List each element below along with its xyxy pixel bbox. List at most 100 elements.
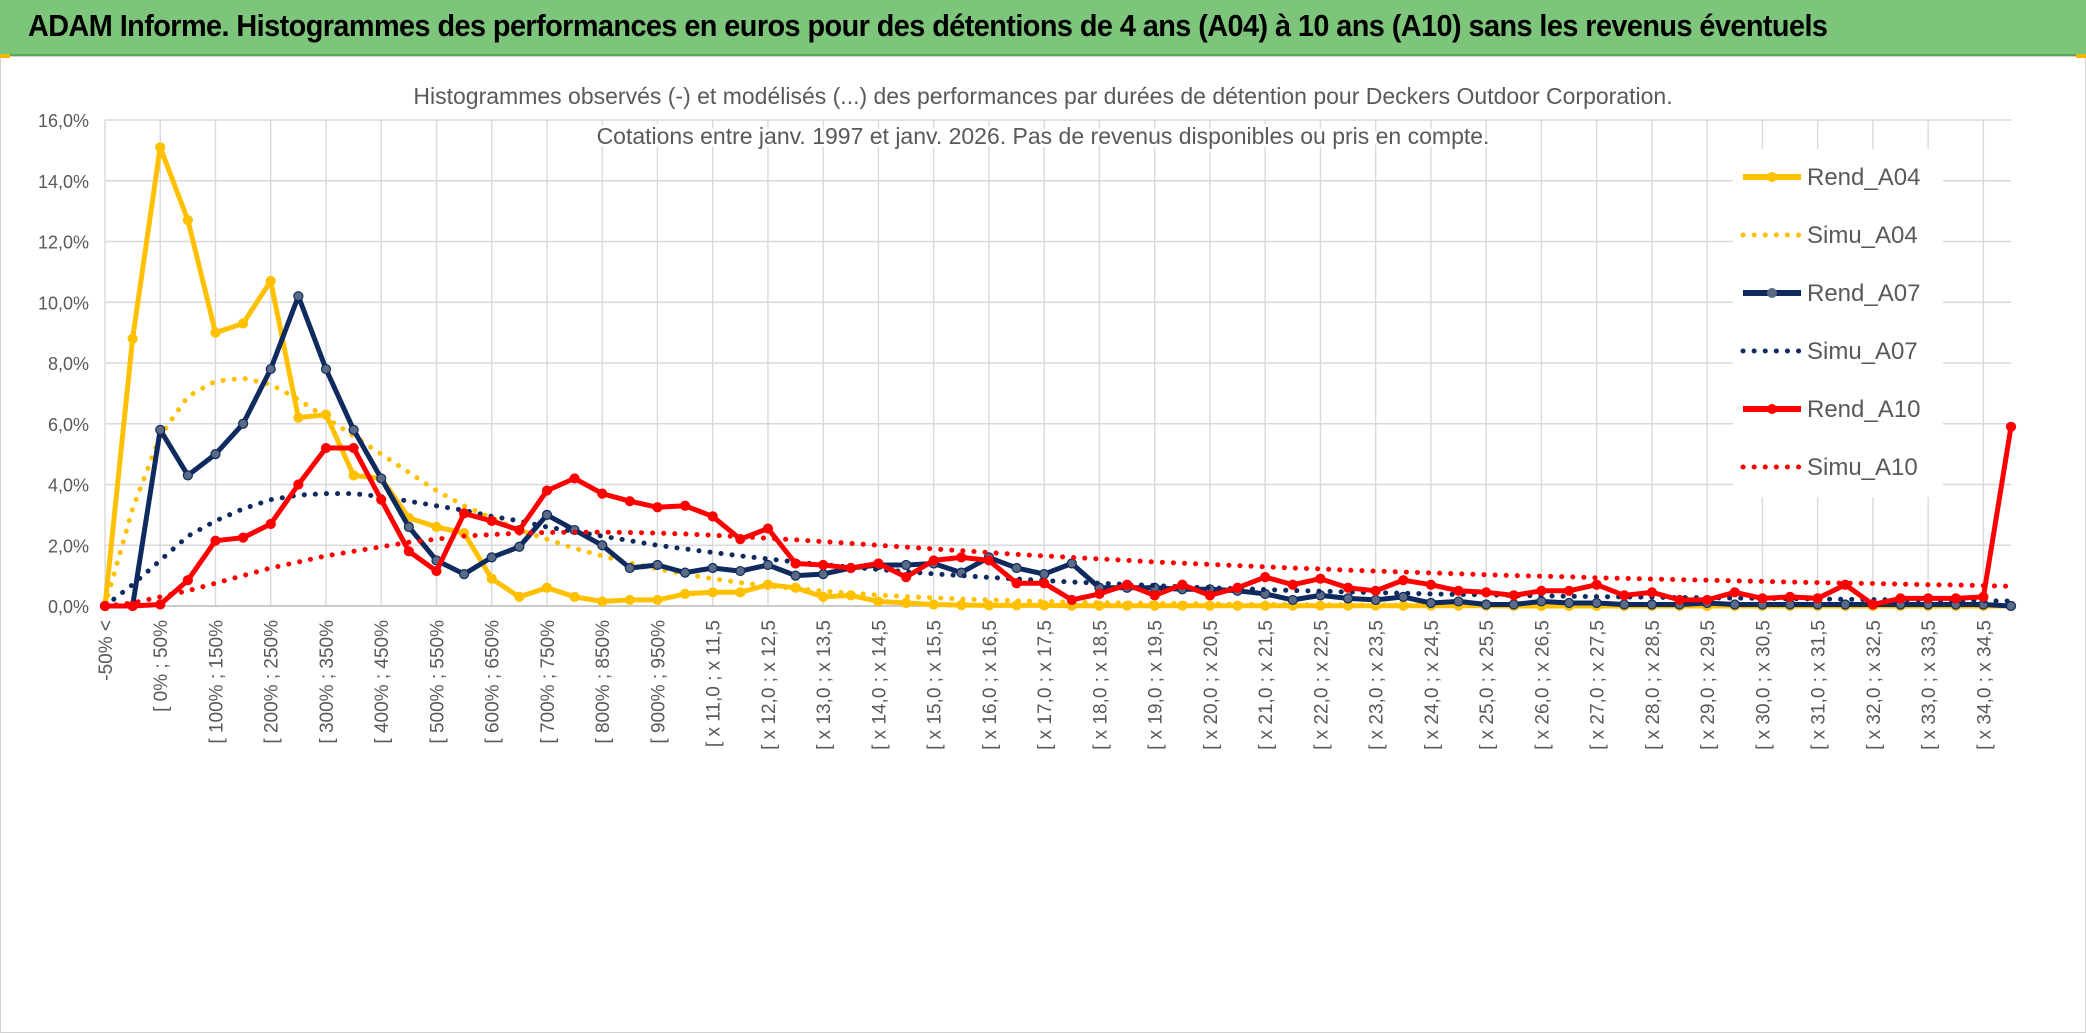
- series-rend-a10-point: [1591, 579, 1602, 590]
- series-rend-a10-point: [348, 442, 359, 454]
- series-rend-a10-point: [320, 442, 332, 454]
- legend-marker-rend-a04: [1767, 172, 1777, 182]
- series-rend-a04-point: [818, 591, 829, 602]
- y-tick-label: 0,0%: [48, 597, 89, 617]
- header-banner: ADAM Informe. Histogrammes des performan…: [0, 0, 2086, 56]
- series-rend-a04-point: [431, 521, 442, 533]
- series-rend-a04-point: [514, 591, 525, 602]
- legend-marker-rend-a10: [1767, 404, 1777, 414]
- series-rend-a10-point: [210, 535, 221, 546]
- series-rend-a10-point: [293, 479, 304, 490]
- corner-accent-left: [0, 54, 10, 58]
- series-rend-a04-line: [102, 144, 2011, 609]
- series-rend-a10-line: [105, 426, 2014, 609]
- y-tick-label: 12,0%: [38, 233, 89, 253]
- x-tick-label: [ x 11,0 ; x 11,5: [704, 620, 725, 747]
- report-title: ADAM Informe. Histogrammes des performan…: [28, 8, 1828, 43]
- x-tick-label: -50% <: [96, 620, 117, 681]
- series-rend-a10-point: [2005, 421, 2017, 432]
- series-rend-a10-point: [127, 600, 138, 612]
- series-rend-a10-point: [1508, 590, 1519, 601]
- series-rend-a07-point: [1536, 596, 1547, 607]
- x-tick-label: [ x 22,0 ; x 22,5: [1311, 620, 1332, 750]
- series-rend-a04-point: [265, 275, 276, 287]
- y-tick-label: 4,0%: [48, 476, 89, 496]
- series-rend-a10-point: [1812, 593, 1823, 604]
- series-rend-a10-point: [845, 562, 856, 574]
- series-rend-a10-point: [238, 532, 249, 543]
- x-tick-label: [ x 19,0 ; x 19,5: [1146, 620, 1167, 750]
- x-tick-label: [ x 13,0 ; x 13,5: [814, 620, 835, 750]
- series-rend-a10-point: [1702, 594, 1713, 606]
- x-tick-label: [ x 14,0 ; x 14,5: [869, 620, 890, 750]
- series-rend-a07-point: [1398, 591, 1409, 602]
- x-tick-label: [ 800% ; 850%: [593, 620, 614, 744]
- series-rend-a10-point: [1260, 572, 1271, 583]
- y-tick-label: 14,0%: [38, 172, 89, 192]
- series-rend-a07-point: [1508, 599, 1519, 610]
- legend-label-simu-a04: Simu_A04: [1807, 222, 1918, 249]
- series-rend-a10-point: [1177, 579, 1188, 590]
- series-rend-a07-point: [155, 424, 166, 435]
- series-rend-a10-point: [1729, 587, 1740, 598]
- series-rend-a10-point: [1646, 587, 1657, 598]
- axes: 0,0% 2,0% 4,0% 6,0% 8,0% 10,0% 12,0% 14,0% 16,0%…: [38, 111, 2011, 750]
- x-tick-label: [ 600% ; 650%: [483, 620, 504, 744]
- series-rend-a10-point: [1039, 578, 1050, 589]
- series-rend-a10-point: [1757, 593, 1768, 604]
- x-tick-label: [ x 15,0 ; x 15,5: [925, 620, 946, 750]
- series-rend-a10-point: [1011, 578, 1022, 589]
- series-rend-a07-line: [105, 293, 2012, 609]
- series-rend-a10-point: [1563, 585, 1575, 596]
- x-tick-label: [ x 28,0 ; x 28,5: [1643, 620, 1664, 750]
- x-tick-label: [ x 21,0 ; x 21,5: [1256, 620, 1277, 750]
- series-rend-a10-point: [652, 502, 663, 513]
- series-rend-a04-point: [238, 318, 249, 329]
- y-tick-label: 16,0%: [38, 111, 89, 131]
- series-rend-a07-point: [1481, 599, 1492, 610]
- series-rend-a07-point: [790, 570, 801, 581]
- chart-subtitle: Cotations entre janv. 1997 et janv. 2026…: [597, 123, 1490, 149]
- series-rend-a04-point: [652, 594, 663, 606]
- series-rend-a10-point: [1425, 579, 1437, 590]
- series-rend-a10-point: [900, 572, 912, 583]
- series-rend-a04-point: [348, 470, 359, 481]
- x-tick-label: [ 900% ; 950%: [648, 620, 669, 744]
- series-rend-a07-point: [1011, 562, 1022, 574]
- chart-frame: 0,0% 2,0% 4,0% 6,0% 8,0% 10,0% 12,0% 14,0% 16,0%…: [0, 56, 2086, 1033]
- legend-label-rend-a07: Rend_A07: [1807, 280, 1920, 307]
- series-rend-a07-point: [762, 559, 774, 571]
- series-rend-a10-point: [1149, 590, 1160, 601]
- series-rend-a07-point: [541, 509, 553, 520]
- x-tick-label: [ x 24,0 ; x 24,5: [1422, 620, 1443, 750]
- series-rend-a07-point: [1729, 599, 1740, 610]
- series-rend-a10-point: [1094, 588, 1105, 599]
- series-rend-a10-point: [1204, 590, 1216, 601]
- series-rend-a04-point: [983, 600, 995, 611]
- series: [99, 142, 2017, 612]
- series-rend-a10-point: [1315, 573, 1326, 584]
- series-rend-a04-point: [900, 597, 912, 609]
- series-rend-a10-point: [431, 565, 442, 577]
- series-rend-a10-point: [486, 515, 497, 527]
- series-rend-a07-point: [2005, 600, 2017, 612]
- series-rend-a04-point: [182, 215, 193, 226]
- series-rend-a07-point: [459, 569, 470, 580]
- series-rend-a10-point: [1895, 593, 1906, 604]
- series-rend-a10-point: [1867, 599, 1878, 610]
- y-tick-label: 10,0%: [38, 293, 89, 313]
- series-rend-a10-point: [1287, 579, 1298, 590]
- series-rend-a07-point: [1646, 599, 1657, 610]
- series-rend-a07-point: [1563, 597, 1575, 609]
- series-rend-a04-point: [707, 587, 718, 598]
- x-tick-label: [ x 17,0 ; x 17,5: [1035, 620, 1056, 750]
- series-rend-a04-point: [486, 573, 497, 584]
- x-tick-label: [ x 33,0 ; x 33,5: [1919, 620, 1940, 750]
- series-rend-a04-point: [569, 591, 580, 602]
- series-rend-a10-point: [928, 555, 939, 566]
- grid: [104, 119, 2011, 607]
- series-rend-a04-point: [735, 587, 746, 598]
- series-rend-a10-point: [1784, 591, 1796, 602]
- series-rend-a07-point: [900, 559, 912, 571]
- chart: 0,0% 2,0% 4,0% 6,0% 8,0% 10,0% 12,0% 14,0% 16,0%…: [38, 80, 2017, 750]
